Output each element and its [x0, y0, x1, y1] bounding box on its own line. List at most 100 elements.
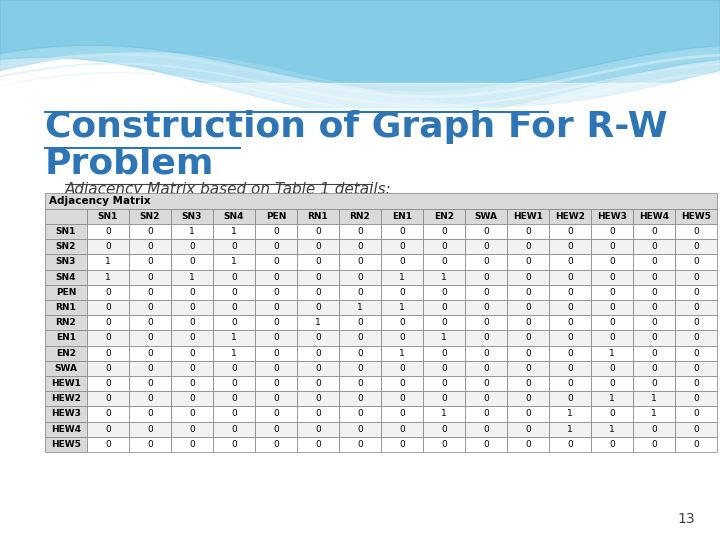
- Text: 0: 0: [651, 242, 657, 251]
- Text: HEW5: HEW5: [681, 212, 711, 221]
- Text: 0: 0: [399, 288, 405, 297]
- Text: 0: 0: [273, 440, 279, 449]
- Text: 0: 0: [105, 303, 111, 312]
- Text: 0: 0: [273, 288, 279, 297]
- Text: SN4: SN4: [55, 273, 76, 282]
- Text: 0: 0: [567, 364, 573, 373]
- Bar: [297, 346, 339, 361]
- Text: 0: 0: [441, 349, 447, 357]
- Bar: [591, 254, 633, 269]
- Bar: [297, 376, 339, 391]
- Bar: [45, 254, 87, 269]
- Bar: [507, 208, 549, 224]
- Text: 0: 0: [399, 334, 405, 342]
- Text: Construction of Graph For R-W: Construction of Graph For R-W: [45, 110, 667, 144]
- Text: 0: 0: [693, 258, 699, 267]
- Text: 0: 0: [525, 394, 531, 403]
- Text: 0: 0: [567, 303, 573, 312]
- Text: 0: 0: [399, 227, 405, 236]
- Bar: [549, 422, 591, 437]
- Bar: [213, 376, 255, 391]
- Text: 0: 0: [189, 334, 195, 342]
- Bar: [45, 224, 87, 239]
- Bar: [465, 437, 507, 452]
- Text: 1: 1: [609, 394, 615, 403]
- Text: 0: 0: [399, 364, 405, 373]
- Bar: [549, 437, 591, 452]
- Text: 0: 0: [273, 349, 279, 357]
- Bar: [87, 208, 129, 224]
- Bar: [465, 224, 507, 239]
- Bar: [339, 285, 381, 300]
- Text: 0: 0: [567, 258, 573, 267]
- Text: 0: 0: [357, 409, 363, 418]
- Text: 0: 0: [399, 394, 405, 403]
- Text: 0: 0: [609, 273, 615, 282]
- Bar: [45, 239, 87, 254]
- Bar: [465, 254, 507, 269]
- Text: 0: 0: [651, 379, 657, 388]
- Text: 0: 0: [357, 334, 363, 342]
- Bar: [675, 224, 717, 239]
- Text: 0: 0: [609, 303, 615, 312]
- Bar: [465, 330, 507, 346]
- Text: 0: 0: [483, 394, 489, 403]
- Bar: [129, 269, 171, 285]
- Bar: [675, 300, 717, 315]
- Text: RN1: RN1: [55, 303, 76, 312]
- Bar: [549, 269, 591, 285]
- Text: 0: 0: [399, 409, 405, 418]
- Bar: [45, 346, 87, 361]
- Bar: [633, 224, 675, 239]
- Bar: [549, 239, 591, 254]
- Text: HEW5: HEW5: [51, 440, 81, 449]
- Text: 0: 0: [525, 227, 531, 236]
- Bar: [507, 269, 549, 285]
- Bar: [255, 254, 297, 269]
- Text: 0: 0: [525, 303, 531, 312]
- Bar: [339, 437, 381, 452]
- Bar: [297, 208, 339, 224]
- Bar: [423, 208, 465, 224]
- Bar: [45, 361, 87, 376]
- Bar: [675, 285, 717, 300]
- Bar: [591, 208, 633, 224]
- Bar: [675, 376, 717, 391]
- Bar: [591, 315, 633, 330]
- Text: 0: 0: [567, 379, 573, 388]
- Bar: [339, 254, 381, 269]
- Bar: [465, 315, 507, 330]
- Text: 0: 0: [231, 379, 237, 388]
- Bar: [339, 208, 381, 224]
- Bar: [213, 315, 255, 330]
- Bar: [381, 239, 423, 254]
- Bar: [549, 391, 591, 407]
- Text: 0: 0: [189, 258, 195, 267]
- Text: 0: 0: [609, 318, 615, 327]
- Text: 0: 0: [231, 273, 237, 282]
- Bar: [675, 330, 717, 346]
- Bar: [381, 346, 423, 361]
- Bar: [633, 361, 675, 376]
- Bar: [465, 285, 507, 300]
- Bar: [255, 239, 297, 254]
- Text: 0: 0: [231, 242, 237, 251]
- Text: 0: 0: [693, 409, 699, 418]
- Text: 0: 0: [147, 349, 153, 357]
- Text: 0: 0: [651, 364, 657, 373]
- Bar: [465, 422, 507, 437]
- Bar: [465, 346, 507, 361]
- Bar: [297, 239, 339, 254]
- Text: 13: 13: [678, 512, 695, 526]
- Text: 0: 0: [693, 379, 699, 388]
- Bar: [213, 300, 255, 315]
- Text: 0: 0: [105, 364, 111, 373]
- Text: 0: 0: [651, 303, 657, 312]
- Bar: [129, 315, 171, 330]
- Text: EN1: EN1: [56, 334, 76, 342]
- Bar: [45, 208, 87, 224]
- Text: 0: 0: [231, 288, 237, 297]
- Bar: [129, 254, 171, 269]
- Text: 0: 0: [315, 424, 321, 434]
- Bar: [633, 285, 675, 300]
